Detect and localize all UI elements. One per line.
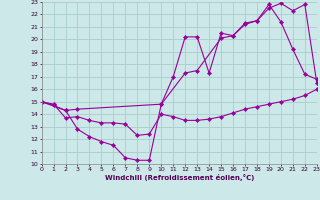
X-axis label: Windchill (Refroidissement éolien,°C): Windchill (Refroidissement éolien,°C): [105, 174, 254, 181]
